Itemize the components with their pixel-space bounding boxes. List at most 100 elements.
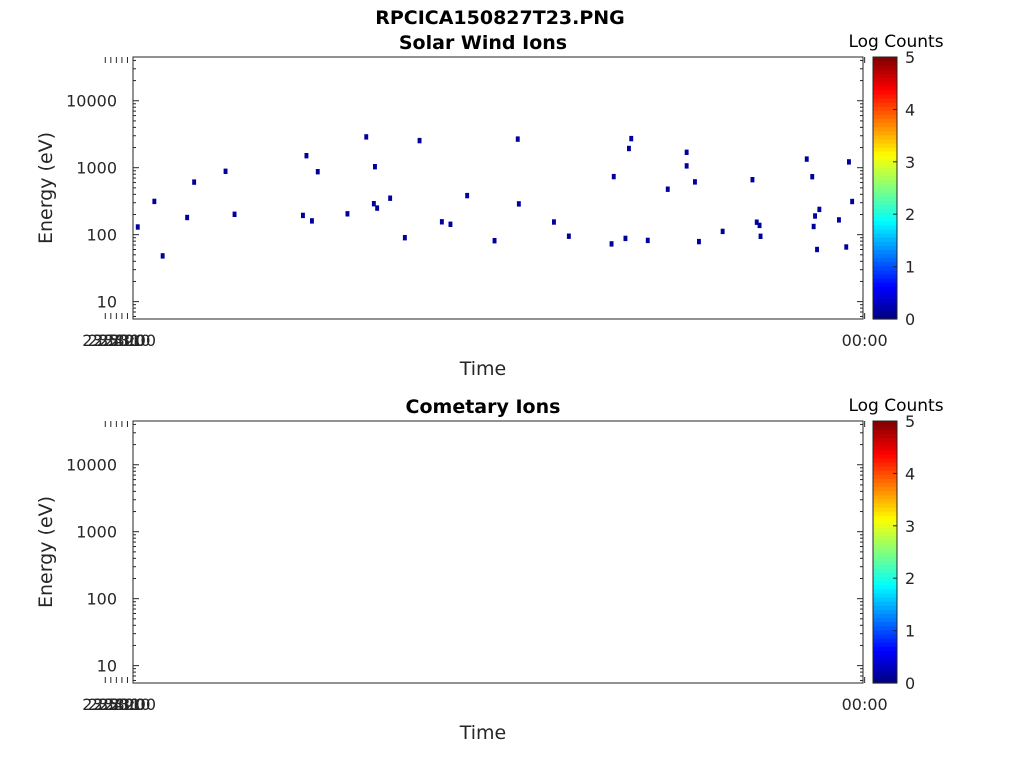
colorbar-segment xyxy=(873,175,897,181)
colorbar-segment xyxy=(873,245,897,250)
colorbar-segment xyxy=(873,511,897,516)
x-tick-label: 23:10 xyxy=(104,695,150,714)
colorbar-segment xyxy=(873,65,897,70)
colorbar-segment xyxy=(873,597,897,602)
colorbar-segment xyxy=(873,290,897,296)
colorbar-tick-label: 4 xyxy=(905,464,915,483)
x-tick-label: 23:50 xyxy=(82,695,128,714)
colorbar-segment xyxy=(873,97,897,103)
colorbar-segment xyxy=(873,576,897,582)
colorbar-segment xyxy=(873,253,897,259)
sw-speckle xyxy=(388,195,393,201)
colorbar-segment xyxy=(873,625,897,631)
colorbar-segment xyxy=(873,498,897,504)
x-axis-label: Time xyxy=(459,358,507,380)
colorbar-segment xyxy=(873,310,897,316)
colorbar-segment xyxy=(873,163,897,169)
colorbar-segment xyxy=(873,188,897,193)
colorbar-segment xyxy=(873,670,897,676)
sw-speckle xyxy=(373,164,377,170)
y-axis-label: Energy (eV) xyxy=(35,496,57,608)
x-tick-label: 23:30 xyxy=(93,331,139,350)
colorbar-segment xyxy=(873,118,897,124)
colorbar-segment xyxy=(873,449,897,455)
panel-title: Cometary Ions xyxy=(406,396,561,418)
colorbar-tick-label: 0 xyxy=(905,310,915,329)
y-tick-label: 100 xyxy=(86,590,117,609)
colorbar-segment xyxy=(873,527,897,533)
sw-speckle xyxy=(850,198,855,205)
colorbar-segment xyxy=(873,539,897,545)
colorbar-frame xyxy=(872,420,898,684)
colorbar-segment xyxy=(873,564,897,569)
colorbar-segment xyxy=(873,314,897,320)
colorbar-segment xyxy=(873,114,897,119)
sw-speckle xyxy=(185,214,190,221)
x-axis-label: Time xyxy=(459,722,507,744)
colorbar-segment xyxy=(873,273,897,279)
sw-speckle xyxy=(223,168,228,174)
colorbar-segment xyxy=(873,167,897,173)
colorbar-segment xyxy=(873,425,897,430)
colorbar-segment xyxy=(873,490,897,496)
colorbar-segment xyxy=(873,556,897,561)
sw-speckle xyxy=(310,218,314,224)
sw-speckle xyxy=(152,198,157,205)
sw-speckle xyxy=(629,135,634,142)
x-tick-label: 23:30 xyxy=(93,695,139,714)
colorbar-segment xyxy=(873,568,897,574)
x-tick-label: 23:40 xyxy=(88,331,134,350)
colorbar-segment xyxy=(873,122,897,128)
x-tick-label: 23:20 xyxy=(99,331,145,350)
colorbar-segment xyxy=(873,147,897,152)
colorbar-segment xyxy=(873,61,897,66)
sw-speckle xyxy=(492,238,497,244)
colorbar-segment xyxy=(873,461,897,467)
colorbar-segment xyxy=(873,433,897,438)
colorbar-segment xyxy=(873,93,897,99)
colorbar-segment xyxy=(873,138,897,144)
colorbar-segment xyxy=(873,678,897,684)
x-tick-label: 00:00 xyxy=(842,695,888,714)
colorbar-tick-label: 2 xyxy=(905,569,915,588)
colorbar-segment xyxy=(873,241,897,246)
colorbar-segment xyxy=(873,155,897,160)
colorbar-segment xyxy=(873,212,897,218)
colorbar-segment xyxy=(873,437,897,443)
colorbar-segment xyxy=(873,421,897,426)
sw-speckle xyxy=(684,149,689,155)
sw-speckle xyxy=(465,192,470,199)
colorbar-segment xyxy=(873,580,897,586)
sw-speckle xyxy=(371,201,376,207)
sw-speckle xyxy=(720,228,725,235)
panel-title: Solar Wind Ions xyxy=(399,32,567,54)
sw-speckle xyxy=(439,219,444,225)
colorbar-tick-label: 1 xyxy=(905,622,915,641)
colorbar-segment xyxy=(873,265,897,271)
colorbar-segment xyxy=(873,151,897,156)
colorbar-segment xyxy=(873,302,897,308)
sw-speckle xyxy=(754,219,759,225)
colorbar-segment xyxy=(873,306,897,312)
colorbar-segment xyxy=(873,584,897,590)
colorbar-segment xyxy=(873,257,897,263)
colorbar-label: Log Counts xyxy=(848,32,943,52)
colorbar-tick-label: 5 xyxy=(905,48,915,67)
sw-speckle xyxy=(844,244,849,250)
sw-speckle xyxy=(301,212,305,219)
colorbar-segment xyxy=(873,441,897,447)
colorbar-segment xyxy=(873,654,897,660)
sw-speckle xyxy=(757,222,762,229)
colorbar-segment xyxy=(873,547,897,553)
sw-speckle xyxy=(813,213,817,219)
sw-speckle xyxy=(645,237,650,244)
sw-speckle xyxy=(817,206,822,213)
colorbar-segment xyxy=(873,200,897,205)
sw-speckle xyxy=(750,177,755,183)
colorbar-segment xyxy=(873,629,897,635)
colorbar-tick-label: 0 xyxy=(905,674,915,693)
